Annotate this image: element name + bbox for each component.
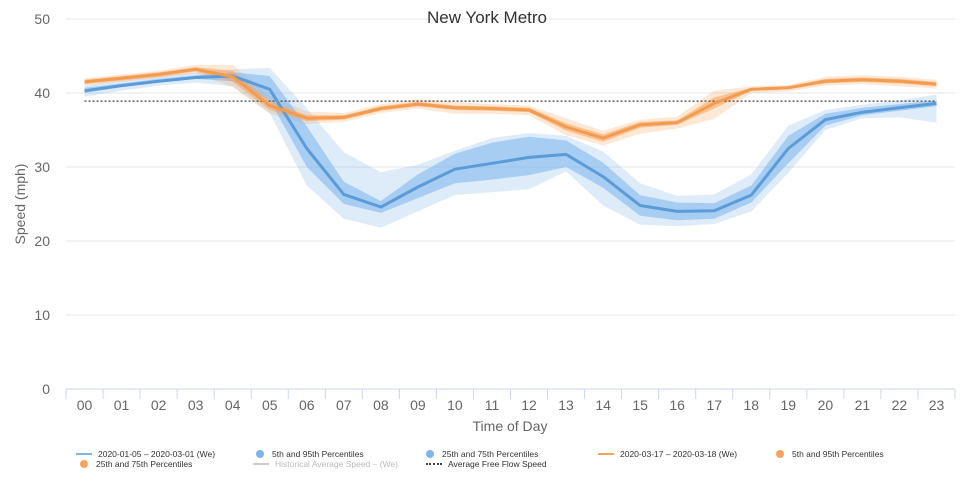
x-tick-label: 20 [818, 397, 834, 413]
chart-title: New York Metro [427, 8, 547, 27]
legend-item-historical-average[interactable]: Historical Average Speed – (We) [253, 459, 398, 469]
x-tick-label: 04 [225, 397, 241, 413]
legend-label: 5th and 95th Percentiles [792, 449, 884, 459]
x-tick-label: 12 [521, 397, 537, 413]
legend-label: Average Free Flow Speed [448, 459, 547, 469]
legend-label: 5th and 95th Percentiles [272, 449, 364, 459]
x-tick-label: 06 [299, 397, 315, 413]
x-tick-label: 00 [77, 397, 93, 413]
y-tick-label: 10 [34, 307, 50, 323]
series-line [84, 67, 937, 140]
series-lines [84, 67, 937, 213]
x-axis-title: Time of Day [473, 418, 548, 434]
x-tick-label: 15 [632, 397, 648, 413]
legend-item-march-line[interactable]: 2020-03-17 – 2020-03-18 (We) [598, 449, 737, 459]
y-tick-label: 20 [34, 233, 50, 249]
legend-label: 2020-03-17 – 2020-03-18 (We) [620, 449, 738, 459]
x-tick-label: 21 [855, 397, 871, 413]
x-tick-label: 09 [410, 397, 426, 413]
x-tick-label: 11 [485, 397, 500, 413]
x-tick-label: 19 [781, 397, 797, 413]
band-p25-p75 [84, 72, 937, 221]
y-tick-label: 0 [42, 381, 50, 397]
legend-symbol [426, 463, 442, 465]
legend-item-baseline-line[interactable]: 2020-01-05 – 2020-03-01 (We) [76, 449, 215, 459]
x-tick-label: 17 [706, 397, 722, 413]
x-tick-label: 14 [595, 397, 611, 413]
y-tick-label: 30 [34, 159, 50, 175]
x-tick-label: 16 [669, 397, 685, 413]
y-axis-title: Speed (mph) [12, 164, 28, 245]
legend-item-baseline-p5-95[interactable]: 5th and 95th Percentiles [256, 449, 364, 459]
legend-item-march-p5-95[interactable]: 5th and 95th Percentiles [776, 449, 884, 459]
legend-label: 25th and 75th Percentiles [442, 449, 539, 459]
band-p5-p95 [84, 64, 937, 146]
x-tick-label: 23 [929, 397, 945, 413]
y-axis: 0 10 20 30 40 50 [34, 11, 50, 397]
legend-item-free-flow[interactable]: Average Free Flow Speed [426, 459, 547, 469]
band-p25-p75 [84, 67, 937, 142]
legend-label: 2020-01-05 – 2020-03-01 (We) [98, 449, 216, 459]
x-tick-label: 01 [114, 397, 130, 413]
chart-legend: 2020-01-05 – 2020-03-01 (We) 5th and 95t… [76, 449, 956, 479]
legend-label: Historical Average Speed – (We) [275, 459, 398, 469]
x-tick-label: 07 [336, 397, 352, 413]
legend-item-march-p25-75[interactable]: 25th and 75th Percentiles [80, 459, 192, 469]
x-axis: 00 01 02 03 04 05 06 07 08 09 10 11 12 13 14 15 16 17 18 19… [65, 389, 956, 413]
legend-symbol [80, 460, 88, 468]
legend-symbol [776, 450, 784, 458]
y-tick-label: 40 [34, 85, 50, 101]
legend-symbol [76, 453, 92, 455]
y-tick-label: 50 [34, 11, 50, 27]
x-tick-label: 10 [447, 397, 463, 413]
x-tick-label: 18 [743, 397, 759, 413]
legend-item-baseline-p25-75[interactable]: 25th and 75th Percentiles [426, 449, 538, 459]
x-tick-label: 03 [188, 397, 204, 413]
x-tick-label: 05 [262, 397, 278, 413]
legend-symbol [598, 453, 614, 455]
legend-symbol [426, 450, 434, 458]
legend-label: 25th and 75th Percentiles [96, 459, 193, 469]
legend-symbol [256, 450, 264, 458]
x-tick-label: 22 [892, 397, 908, 413]
legend-symbol [253, 463, 269, 465]
x-tick-label: 08 [373, 397, 389, 413]
x-tick-label: 02 [151, 397, 167, 413]
x-tick-label: 13 [558, 397, 574, 413]
percentile-bands [84, 64, 937, 228]
